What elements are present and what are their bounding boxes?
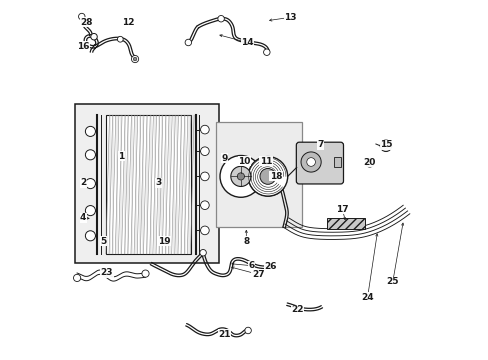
Text: 5: 5 (100, 237, 106, 246)
Text: 11: 11 (259, 157, 272, 166)
Text: 16: 16 (77, 42, 89, 51)
Bar (75, 104, 219, 263)
Text: 6: 6 (248, 261, 254, 270)
Circle shape (244, 327, 251, 334)
Text: 8: 8 (243, 237, 249, 246)
Bar (106, 115, 190, 254)
Text: 27: 27 (251, 270, 264, 279)
Text: 2: 2 (80, 179, 86, 188)
Circle shape (85, 150, 95, 160)
Circle shape (131, 55, 139, 63)
Text: 25: 25 (386, 277, 398, 286)
Text: 26: 26 (264, 262, 276, 271)
Bar (326, 218, 365, 229)
Text: 12: 12 (122, 18, 135, 27)
Text: 1: 1 (118, 152, 124, 161)
Text: 10: 10 (238, 157, 250, 166)
Circle shape (117, 36, 123, 42)
Bar (334, 157, 340, 167)
Circle shape (383, 143, 387, 148)
Circle shape (133, 57, 137, 61)
Text: 20: 20 (363, 158, 375, 166)
Circle shape (142, 270, 149, 277)
Circle shape (200, 125, 209, 134)
FancyBboxPatch shape (296, 142, 343, 184)
Text: 14: 14 (241, 38, 253, 47)
Text: 23: 23 (101, 269, 113, 277)
Circle shape (185, 39, 191, 46)
Circle shape (365, 158, 373, 167)
Text: 4: 4 (80, 213, 86, 222)
Circle shape (91, 33, 97, 40)
Circle shape (85, 206, 95, 216)
Circle shape (200, 201, 209, 210)
Text: 21: 21 (218, 330, 230, 338)
Text: 17: 17 (335, 205, 348, 214)
Circle shape (79, 13, 85, 20)
Circle shape (73, 274, 81, 282)
Circle shape (220, 156, 261, 197)
Circle shape (85, 231, 95, 241)
Text: 7: 7 (317, 140, 324, 149)
Circle shape (200, 147, 209, 156)
Text: 3: 3 (155, 179, 162, 188)
Text: 28: 28 (81, 18, 93, 27)
Text: 24: 24 (361, 292, 373, 302)
Circle shape (380, 140, 391, 152)
Circle shape (218, 15, 224, 22)
Text: 13: 13 (284, 13, 296, 22)
Circle shape (200, 172, 209, 181)
Circle shape (85, 179, 95, 189)
Circle shape (306, 158, 315, 166)
Circle shape (263, 49, 269, 55)
Text: 9: 9 (221, 154, 227, 163)
Text: 15: 15 (380, 140, 392, 149)
Circle shape (301, 152, 321, 172)
Circle shape (260, 168, 275, 184)
Text: 18: 18 (269, 172, 282, 181)
Circle shape (85, 126, 95, 136)
Circle shape (230, 166, 250, 186)
Circle shape (237, 173, 244, 180)
Circle shape (247, 157, 287, 196)
Text: 19: 19 (158, 237, 170, 246)
Circle shape (200, 226, 209, 235)
Circle shape (367, 161, 371, 165)
Bar (215, 122, 302, 227)
Circle shape (200, 249, 206, 256)
Text: 22: 22 (291, 305, 304, 314)
